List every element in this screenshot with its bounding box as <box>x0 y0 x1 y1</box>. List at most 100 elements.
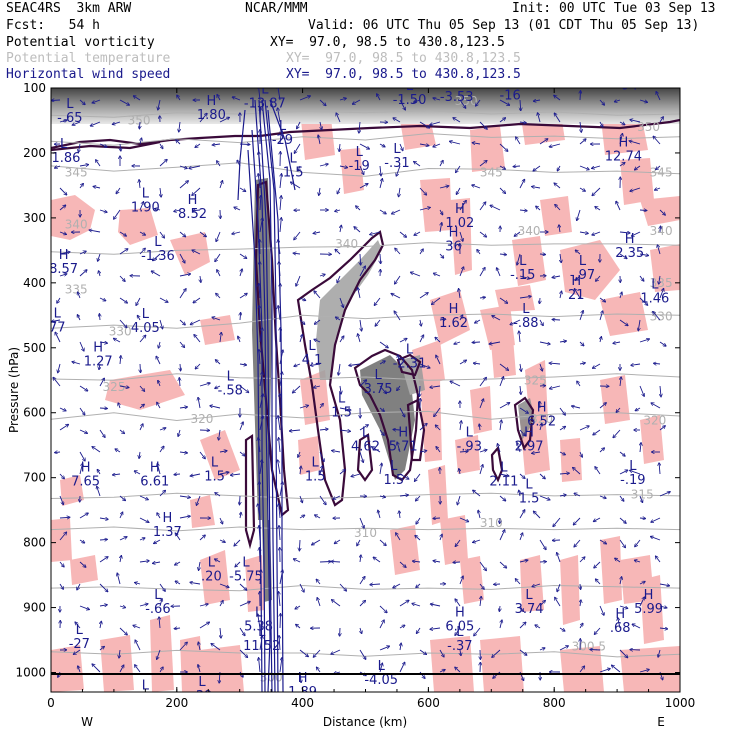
wind-vector <box>79 251 86 255</box>
wind-vector <box>179 231 185 237</box>
wind-vector <box>139 405 144 409</box>
wind-vector <box>79 385 87 391</box>
y-tick-label: 700 <box>23 471 46 485</box>
wind-vector <box>559 407 565 415</box>
wind-vector <box>359 517 364 528</box>
wind-vector <box>519 533 523 541</box>
wind-vector <box>99 429 105 437</box>
wind-vector <box>176 533 181 541</box>
valid-time: Valid: 06 UTC Thu 05 Sep 13 (01 CDT Thu … <box>308 18 700 33</box>
wind-vector <box>199 622 209 629</box>
wind-vector <box>294 231 301 239</box>
wind-vector <box>574 539 581 547</box>
wind-vector <box>539 319 543 325</box>
wind-vector <box>279 526 280 541</box>
wind-vector <box>158 381 160 387</box>
wind-vector <box>612 665 621 673</box>
extremum-mark: L <box>261 82 269 97</box>
theta-isoline-label: 320 <box>643 414 666 428</box>
extremum-mark: L <box>255 605 263 620</box>
wind-vector <box>532 583 541 587</box>
extremum-mark: L <box>142 679 150 694</box>
wind-vector <box>338 363 340 375</box>
extremum-mark: L <box>522 302 530 317</box>
wind-vector <box>198 398 201 409</box>
extremum-mark: L <box>466 425 474 440</box>
wind-vector <box>559 451 565 455</box>
wind-vector <box>559 341 566 342</box>
wind-vector <box>399 339 407 343</box>
theta-isoline-label: 310 <box>354 526 377 540</box>
wind-vector <box>479 202 486 211</box>
wind-vector <box>639 518 645 519</box>
wind-vector <box>479 424 480 431</box>
extremum-mark: L <box>227 370 235 385</box>
extremum-value: 1.62 <box>439 316 468 331</box>
wind-vector <box>439 649 444 657</box>
init-time: Init: 00 UTC Tue 03 Sep 13 <box>512 1 716 16</box>
wind-vector <box>199 383 210 387</box>
wind-vector <box>658 649 660 657</box>
wind-vector <box>179 452 187 453</box>
wind-vector <box>380 253 381 263</box>
wind-vector <box>499 363 508 370</box>
wind-vector <box>159 428 166 430</box>
wind-vector <box>99 647 104 651</box>
wind-vector <box>460 421 461 431</box>
wind-vector <box>139 385 144 391</box>
wind-vector <box>639 582 645 584</box>
wind-vector <box>119 627 127 635</box>
extremum-value: 2.11 <box>489 474 518 489</box>
wind-vector <box>640 443 641 453</box>
extremum-mark: L <box>154 588 162 603</box>
wind-vector <box>59 252 70 255</box>
wind-vector <box>315 515 321 519</box>
wind-vector <box>392 294 401 299</box>
wind-vector <box>616 202 621 211</box>
wind-vector <box>539 495 550 500</box>
wind-vector <box>519 622 526 629</box>
wind-vector <box>296 625 301 629</box>
extremum-mark: L <box>338 392 346 407</box>
wind-vector <box>639 385 644 396</box>
wind-vector <box>419 208 430 211</box>
wind-vector <box>420 319 421 326</box>
wind-vector <box>154 539 161 543</box>
extremum-value: 12.74 <box>605 150 642 165</box>
wind-vector <box>259 350 260 365</box>
wind-vector <box>119 231 126 236</box>
wind-vector <box>199 561 200 570</box>
wind-vector <box>116 187 121 193</box>
wind-vector <box>379 539 386 545</box>
wind-vector <box>290 430 301 431</box>
wind-vector <box>619 134 622 145</box>
wind-vector <box>599 669 610 673</box>
theta-isoline-label: 325 <box>524 373 547 387</box>
wind-vector <box>114 339 121 343</box>
wind-vector <box>538 113 541 123</box>
extremum-value: 1.27 <box>84 354 113 369</box>
wind-vector <box>579 341 584 346</box>
wind-vector <box>239 649 247 657</box>
wind-vector <box>599 496 606 498</box>
extremum-mark: L <box>66 97 74 112</box>
wind-vector <box>555 205 561 211</box>
y-tick-label: 400 <box>23 276 46 290</box>
wind-vector <box>359 577 365 585</box>
wind-vector <box>392 209 401 214</box>
extremum-mark: L <box>406 79 414 94</box>
wind-vector <box>299 495 302 502</box>
wind-vector <box>212 317 221 321</box>
wind-vector <box>157 513 161 519</box>
wind-vector <box>439 161 443 167</box>
wind-vector <box>656 92 661 101</box>
extremum-mark: H <box>93 340 103 355</box>
wind-vector <box>231 474 241 475</box>
wind-vector <box>559 646 568 651</box>
wind-vector <box>59 425 68 431</box>
wind-vector <box>579 187 585 191</box>
wind-vector <box>379 620 384 629</box>
wind-vector <box>399 601 409 607</box>
wind-vector <box>453 562 461 563</box>
extremum-value: 77 <box>49 321 66 336</box>
